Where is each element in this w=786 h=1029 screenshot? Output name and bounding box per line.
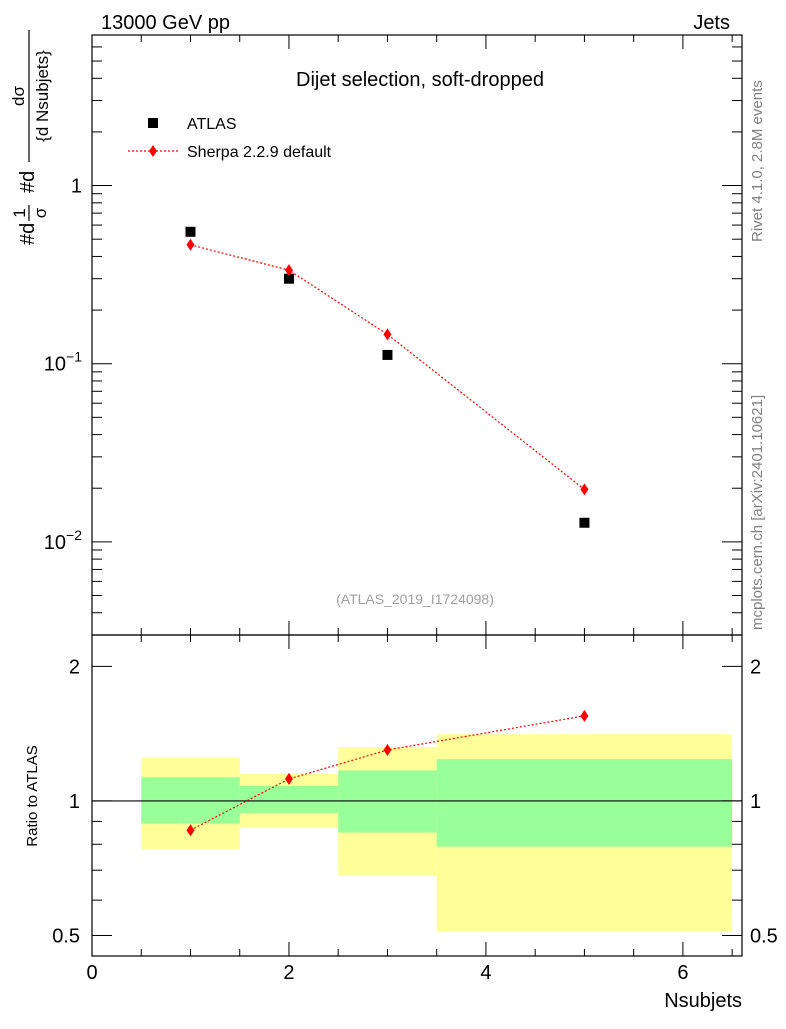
y-tick-label: 1 <box>71 176 82 198</box>
x-tick-label: 6 <box>677 962 688 984</box>
y-label-frac-num: 1 <box>10 208 29 217</box>
sherpa-data-point <box>284 264 293 277</box>
ratio-y-tick-label: 0.5 <box>52 926 80 948</box>
x-tick-label: 2 <box>283 962 294 984</box>
ratio-y-tick-labels: 0.5 0.5 1 1 2 2 <box>52 656 778 947</box>
ratio-y-tick-label: 1 <box>69 791 80 813</box>
atlas-data-point <box>382 349 393 360</box>
ratio-panel: 0.5 0.5 1 1 2 2 Ratio to ATLAS <box>24 656 778 947</box>
mc-line <box>190 244 585 490</box>
legend: ATLAS Sherpa 2.2.9 default <box>128 116 332 161</box>
atlas-data-point <box>185 226 196 237</box>
sherpa-data-point <box>383 328 392 341</box>
legend-label-atlas: ATLAS <box>187 116 237 133</box>
y-tick-label: 10−2 <box>44 527 82 554</box>
ratio-y-tick-label: 2 <box>69 656 80 678</box>
legend-marker-atlas <box>148 118 158 128</box>
y-label-frac-den: σ <box>31 207 50 218</box>
sherpa-data-point <box>580 483 589 496</box>
ratio-line <box>190 715 585 831</box>
atlas-data-point <box>283 273 294 284</box>
y-label-den: {d Nsubjets} <box>33 50 52 142</box>
ratio-point <box>186 824 195 837</box>
stat-band-bin <box>436 759 733 847</box>
y-label-prefix: #d <box>17 223 39 245</box>
plot-title: Dijet selection, soft-dropped <box>296 69 544 91</box>
x-tick-labels: 0 2 4 6 <box>86 962 688 984</box>
legend-marker-sherpa <box>149 145 157 157</box>
ratio-y-tick-label-right: 0.5 <box>750 926 778 948</box>
ratio-point <box>383 743 392 756</box>
data-markers <box>185 226 590 528</box>
side-label-rivet: Rivet 4.1.0, 2.8M events <box>749 80 766 242</box>
sherpa-data-point <box>186 238 195 251</box>
legend-label-sherpa: Sherpa 2.2.9 default <box>187 144 332 161</box>
y-tick-label: 10−1 <box>44 349 82 376</box>
ratio-frame <box>91 634 743 957</box>
header-process: Jets <box>693 12 730 34</box>
ratio-markers <box>186 709 589 837</box>
atlas-data-point <box>579 517 590 528</box>
ratio-sherpa-line <box>190 715 585 831</box>
stat-band-bin <box>239 785 339 813</box>
x-axis-label: Nsubjets <box>664 990 742 1012</box>
sherpa-line <box>190 244 585 490</box>
ratio-y-tick-label-right: 1 <box>750 791 761 813</box>
analysis-id: (ATLAS_2019_I1724098) <box>336 591 494 607</box>
x-tick-label: 0 <box>86 962 97 984</box>
y-tick-labels: 1 10−1 10−2 <box>44 176 82 554</box>
ratio-y-tick-label-right: 2 <box>750 656 761 678</box>
header-energy: 13000 GeV pp <box>101 12 230 34</box>
main-panel: Dijet selection, soft-dropped (ATLAS_201… <box>9 30 742 956</box>
x-tick-label: 4 <box>480 962 491 984</box>
y-label-mid: #d <box>17 171 39 193</box>
ratio-axis-ticks <box>92 665 742 937</box>
ratio-point <box>284 772 293 785</box>
ratio-y-axis-label: Ratio to ATLAS <box>24 745 41 846</box>
y-label-num: dσ <box>9 86 28 106</box>
side-label-mcplots: mcplots.cern.ch [arXiv:2401.10621] <box>749 395 766 630</box>
y-axis-label: #d 1 σ #d dσ {d Nsubjets} <box>9 30 52 245</box>
ratio-point <box>580 709 589 722</box>
